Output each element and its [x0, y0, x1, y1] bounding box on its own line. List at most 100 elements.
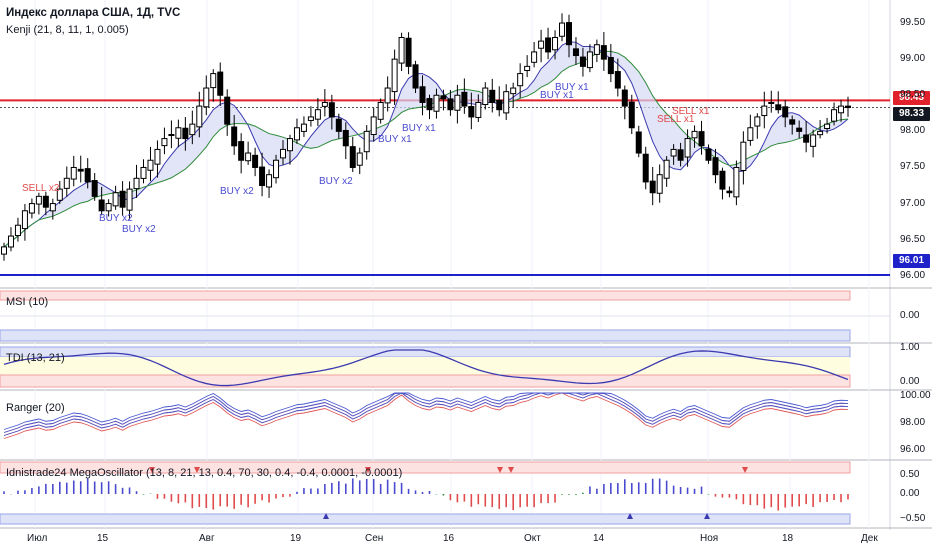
- ranger-band-line: [3, 392, 849, 436]
- candle-body: [370, 116, 377, 136]
- sell-signal-label: SELL x2: [22, 183, 60, 194]
- candle-body: [817, 130, 824, 136]
- ranger-band-line: [3, 392, 849, 433]
- candle-body: [28, 203, 35, 214]
- candle-body: [719, 170, 726, 190]
- candle-body: [803, 134, 810, 143]
- candle-body: [21, 210, 28, 230]
- time-tick-label: 15: [97, 533, 109, 544]
- buy-signal-label: BUY x2: [319, 176, 353, 187]
- candle-body: [154, 148, 161, 165]
- indicator-tick-label: 98.00: [900, 417, 926, 428]
- indicator-tick-label: 96.00: [900, 444, 926, 455]
- candle-body: [133, 177, 140, 190]
- candle-body: [824, 123, 831, 129]
- candle-body: [705, 148, 712, 161]
- chart-title: Индекс доллара США, 1Д, TVC: [6, 7, 181, 19]
- candle-body: [112, 192, 119, 207]
- time-tick-label: 19: [290, 533, 302, 544]
- msi-lower-band: [0, 329, 851, 342]
- mega-buy-marker: [323, 513, 329, 519]
- candle-body: [42, 195, 49, 208]
- mega-sell-marker: [497, 467, 503, 473]
- candle-body: [307, 116, 314, 121]
- indicator-tick-label: 1.00: [900, 342, 920, 353]
- candle-body: [489, 89, 496, 103]
- candle-body: [196, 105, 203, 128]
- indicator-tick-label: 0.00: [900, 376, 920, 387]
- candle-body: [621, 89, 628, 107]
- candle-body: [328, 102, 335, 118]
- candle-body: [593, 44, 600, 55]
- megaoscillator-title: Idnistrade24 MegaOscillator (13, 8, 21, …: [6, 467, 403, 479]
- candle-body: [1, 246, 7, 255]
- time-tick-label: Сен: [365, 533, 384, 544]
- candle-body: [77, 168, 84, 172]
- price-tick-label: 96.00: [900, 269, 926, 281]
- candle-body: [433, 94, 440, 112]
- indicator-tick-label: −0.50: [900, 513, 926, 524]
- candle-body: [677, 149, 684, 161]
- candle-body: [91, 180, 98, 197]
- time-tick-label: Авг: [199, 533, 215, 544]
- ranger-band-line: [3, 392, 849, 436]
- mega-buy-marker: [627, 513, 633, 519]
- msi-title: MSI (10): [6, 296, 49, 308]
- time-tick-label: 18: [782, 533, 794, 544]
- candle-body: [49, 203, 56, 212]
- candle-body: [286, 138, 293, 152]
- candle-body: [565, 22, 572, 46]
- candle-body: [559, 22, 566, 37]
- candle-body: [524, 65, 531, 71]
- candle-body: [168, 134, 175, 137]
- candle-body: [161, 138, 168, 147]
- candle-body: [600, 45, 607, 60]
- candle-body: [754, 116, 761, 127]
- tdi-mid-band: [0, 357, 850, 375]
- candle-body: [475, 101, 482, 118]
- mega-sell-marker: [365, 467, 371, 473]
- candle-body: [356, 152, 363, 166]
- candle-body: [210, 73, 217, 89]
- candle-body: [175, 127, 182, 139]
- candle-body: [782, 106, 789, 118]
- price-tick-label: 98.00: [900, 125, 926, 137]
- candle-body: [342, 129, 349, 147]
- candle-body: [482, 87, 489, 106]
- candle-body: [147, 159, 154, 171]
- tdi-title: TDI (13, 21): [6, 352, 65, 364]
- time-tick-label: Дек: [861, 533, 878, 544]
- candle-body: [426, 98, 433, 111]
- mega-lower-band: [0, 513, 851, 525]
- candle-body: [245, 152, 252, 162]
- candle-body: [698, 131, 705, 147]
- blue-level-badge: 96.01: [893, 254, 930, 268]
- candle-body: [126, 188, 133, 211]
- ranger-band-line: [3, 392, 849, 439]
- candle-body: [670, 148, 677, 157]
- candle-body: [7, 235, 14, 248]
- candle-body: [642, 153, 649, 183]
- candle-body: [810, 134, 817, 147]
- candle-body: [761, 105, 768, 117]
- candle-body: [726, 190, 733, 194]
- time-tick-label: Ноя: [700, 533, 719, 544]
- ranger-band-line: [3, 392, 849, 430]
- candle-body: [468, 106, 475, 118]
- candle-body: [314, 109, 321, 120]
- candle-body: [789, 119, 796, 125]
- candle-body: [140, 166, 147, 179]
- kenji-cloud: [4, 41, 848, 247]
- price-tick-label: 97.00: [900, 197, 926, 209]
- candle-body: [461, 91, 468, 107]
- candle-body: [182, 127, 189, 140]
- candle-body: [405, 37, 412, 67]
- candle-body: [496, 99, 503, 111]
- candle-body: [845, 105, 851, 109]
- buy-signal-label: BUY x1: [540, 90, 574, 101]
- candle-body: [775, 104, 782, 111]
- tdi-line: [3, 349, 849, 387]
- candle-body: [384, 87, 391, 104]
- candle-body: [454, 94, 461, 111]
- candle-body: [377, 101, 384, 120]
